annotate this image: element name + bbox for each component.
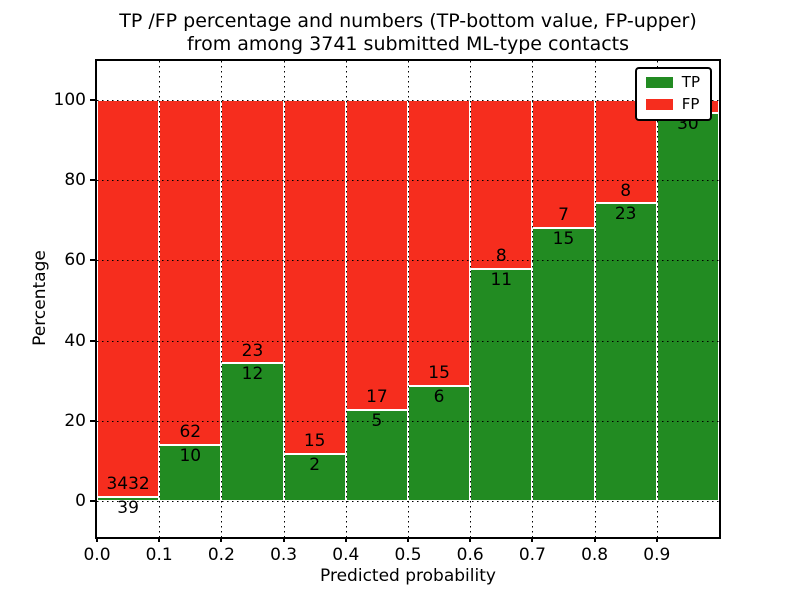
- fp-count-label: 15: [428, 363, 450, 384]
- x-tick-label: 0.1: [145, 545, 173, 565]
- x-tick-label: 0.8: [581, 545, 609, 565]
- x-tick-mark: [407, 537, 409, 542]
- x-tick-label: 0.5: [394, 545, 422, 565]
- fp-count-label: 23: [241, 340, 264, 361]
- x-tick-mark: [344, 537, 347, 542]
- y-tick-mark: [90, 259, 95, 262]
- x-tick-label: 0.9: [643, 545, 671, 565]
- gridline-vertical: [159, 61, 161, 537]
- bar-tp-segment: [159, 445, 222, 501]
- bar-fp-segment: [97, 100, 160, 497]
- x-tick-label: 0.0: [83, 545, 111, 565]
- bar-tp-segment: [594, 203, 657, 501]
- y-tick-label: 40: [64, 330, 86, 351]
- y-tick-mark: [90, 99, 95, 101]
- bar-fp-segment: [345, 100, 408, 410]
- x-tick-label: 0.7: [518, 545, 546, 565]
- fp-count-label: 8: [495, 245, 507, 266]
- x-tick-mark: [655, 537, 658, 542]
- fp-count-label: 15: [303, 430, 326, 451]
- bar-tp-segment: [345, 409, 408, 501]
- x-tick-mark: [469, 537, 472, 542]
- bar-tp-segment: [656, 112, 719, 501]
- gridline-vertical: [283, 61, 285, 537]
- y-tick-mark: [90, 419, 95, 422]
- x-tick-mark: [158, 537, 161, 542]
- chart-title-line1: TP /FP percentage and numbers (TP-bottom…: [119, 10, 697, 32]
- gridline-horizontal: [97, 260, 719, 262]
- y-tick-mark: [90, 339, 95, 342]
- x-tick-mark: [220, 537, 223, 542]
- tp-count-label: 5: [371, 410, 383, 431]
- bar-tp-segment: [470, 268, 533, 501]
- legend-swatch-tp: [645, 77, 673, 88]
- bar-fp-segment: [159, 100, 222, 446]
- y-tick-label: 60: [64, 250, 86, 271]
- tp-count-label: 15: [552, 228, 575, 249]
- bar-fp-segment: [470, 100, 533, 269]
- x-tick-label: 0.4: [332, 545, 360, 565]
- x-axis-label: Predicted probability: [320, 566, 496, 586]
- x-tick-mark: [531, 537, 534, 542]
- bar-fp-segment: [221, 100, 284, 364]
- tp-count-label: 6: [433, 387, 445, 408]
- bar-tp-segment: [283, 453, 346, 501]
- gridline-vertical: [345, 61, 347, 537]
- gridline-horizontal: [97, 180, 719, 182]
- bar-fp-segment: [408, 100, 471, 387]
- gridline-vertical: [656, 61, 658, 537]
- chart-title: TP /FP percentage and numbers (TP-bottom…: [97, 10, 719, 56]
- y-tick-label: 80: [64, 170, 86, 191]
- legend-entry-tp: TP: [645, 73, 700, 91]
- legend: TP FP: [634, 67, 712, 121]
- bar-fp-segment: [532, 100, 595, 228]
- x-tick-mark: [282, 537, 285, 542]
- tp-count-label: 23: [614, 204, 637, 225]
- x-tick-label: 0.6: [456, 545, 484, 565]
- tp-count-label: 12: [241, 364, 264, 385]
- legend-swatch-fp: [645, 99, 673, 110]
- x-tick-label: 0.3: [270, 545, 298, 565]
- y-tick-mark: [90, 179, 95, 182]
- gridline-vertical: [594, 61, 596, 537]
- tp-count-label: 10: [179, 446, 202, 467]
- x-tick-mark: [593, 537, 596, 542]
- gridline-horizontal: [97, 420, 719, 422]
- gridline-horizontal: [97, 100, 719, 101]
- gridline-vertical: [532, 61, 534, 537]
- chart-title-line2: from among 3741 submitted ML-type contac…: [186, 33, 630, 55]
- tp-count-label: 11: [490, 269, 513, 290]
- bar-fp-segment: [283, 100, 346, 454]
- y-tick-label: 20: [64, 410, 86, 431]
- fp-count-label: 8: [620, 180, 632, 201]
- tp-count-label: 39: [117, 497, 139, 518]
- fp-count-label: 3432: [106, 473, 150, 494]
- gridline-vertical: [221, 61, 223, 537]
- y-tick-mark: [90, 500, 95, 502]
- y-tick-label: 0: [75, 491, 86, 511]
- legend-label-tp: TP: [681, 73, 700, 91]
- gridline-horizontal: [97, 340, 719, 342]
- gridline-horizontal: [97, 501, 719, 502]
- tp-count-label: 2: [309, 454, 321, 475]
- gridline-vertical: [470, 61, 472, 537]
- legend-entry-fp: FP: [645, 95, 700, 113]
- plot-area: TP FP 3432 39 62 10 23 12 15 2 17 5 15 6 8 11 7 15 8 23 30: [95, 59, 721, 539]
- gridline-vertical: [408, 61, 409, 537]
- legend-label-fp: FP: [681, 95, 700, 113]
- y-tick-label: 100: [53, 90, 86, 110]
- bar-tp-segment: [97, 496, 160, 501]
- bar-tp-segment: [532, 227, 595, 501]
- fp-count-label: 62: [179, 422, 202, 443]
- fp-count-label: 7: [558, 204, 569, 225]
- x-tick-label: 0.2: [207, 545, 235, 565]
- fp-count-label: 17: [366, 386, 388, 407]
- x-tick-mark: [96, 537, 98, 542]
